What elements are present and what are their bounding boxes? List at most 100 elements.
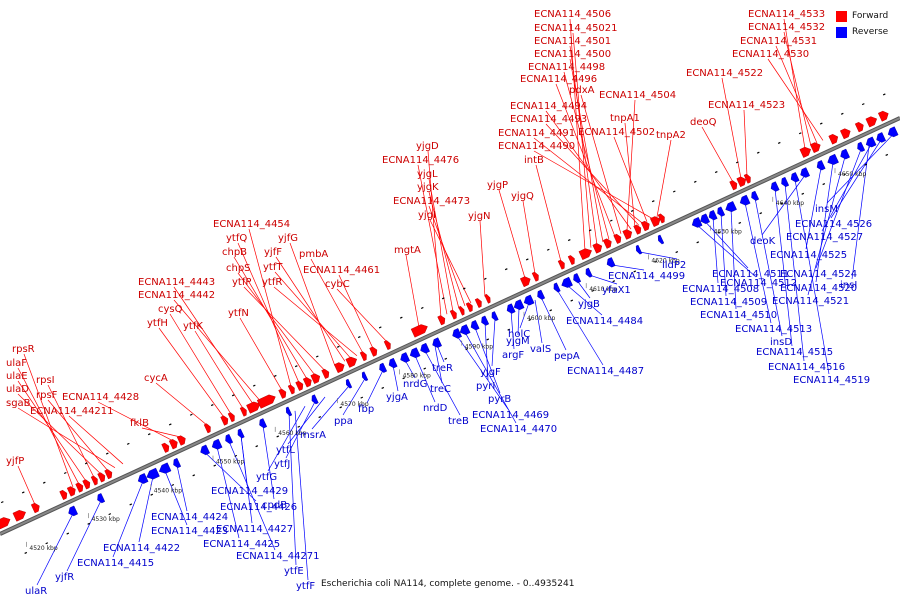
forward-gene-arrow xyxy=(203,423,211,434)
callout-line xyxy=(240,435,248,486)
forward-gene-arrow xyxy=(657,213,665,224)
gene-label-yjgk: yjgK xyxy=(417,182,439,193)
gene-arrow-shape xyxy=(449,309,457,320)
callout-line xyxy=(807,156,846,296)
reverse-gene-arrow xyxy=(137,473,149,484)
gene-arrow-shape xyxy=(606,257,616,268)
reverse-gene-arrow xyxy=(452,328,462,339)
reverse-gene-arrow xyxy=(717,206,726,217)
reverse-gene-arrow xyxy=(700,213,710,224)
gene-arrow-shape xyxy=(410,324,428,338)
callout-line xyxy=(36,513,74,586)
callout-line xyxy=(294,410,309,581)
gene-arrow-shape xyxy=(567,255,575,265)
reverse-gene-arrow xyxy=(285,406,293,417)
callout-line xyxy=(522,200,536,274)
strand-dash-mark xyxy=(549,309,553,312)
legend-reverse: Reverse xyxy=(836,24,900,40)
gene-label-ecna114-4530: ECNA114_4530 xyxy=(732,49,809,60)
callout-line xyxy=(613,136,648,222)
gene-arrow-shape xyxy=(400,352,410,363)
callout-line xyxy=(851,145,870,280)
gene-label-ytfj: ytfJ xyxy=(274,459,290,470)
strand-dash-mark xyxy=(84,462,88,465)
gene-arrow-shape xyxy=(68,505,78,517)
gene-arrow-shape xyxy=(736,176,747,188)
reverse-gene-arrow xyxy=(800,167,810,178)
callout-line xyxy=(47,399,109,472)
gene-arrow-shape xyxy=(770,181,780,192)
gene-label-mgta: mgtA xyxy=(394,245,421,256)
strand-dash-mark xyxy=(273,374,277,377)
strand-dash-mark xyxy=(822,183,826,186)
callout-line xyxy=(767,58,824,141)
gene-arrow-shape xyxy=(725,201,737,213)
kbp-tick-label: 4640 kbp xyxy=(776,200,804,207)
callout-line xyxy=(310,258,364,354)
gene-label-ecna114-4427: ECNA114_4427 xyxy=(216,524,293,535)
strand-dash-mark xyxy=(129,503,133,506)
callout-line xyxy=(47,384,95,478)
gene-arrow-shape xyxy=(561,276,573,288)
gene-arrow-shape xyxy=(481,315,490,326)
forward-gene-arrow xyxy=(97,472,106,483)
forward-gene-arrow xyxy=(246,401,261,414)
gene-arrow-shape xyxy=(506,303,516,314)
kbp-tick-label: 4630 kbp xyxy=(714,229,742,236)
gene-arrow-shape xyxy=(592,243,603,254)
strand-dash-mark xyxy=(486,338,490,341)
callout-line xyxy=(311,385,350,430)
callout-line xyxy=(194,330,244,409)
callout-line xyxy=(569,18,586,251)
gene-label-pmba: pmbA xyxy=(299,249,328,260)
reverse-gene-arrow xyxy=(68,505,78,517)
reverse-gene-arrow xyxy=(225,433,234,444)
gene-arrow-shape xyxy=(310,373,321,384)
legend: Forward Reverse xyxy=(836,8,900,40)
gene-arrow-shape xyxy=(452,328,462,339)
strand-dash-mark xyxy=(315,355,319,358)
gene-label-ecna114-4470: ECNA114_4470 xyxy=(480,424,557,435)
gene-arrow-shape xyxy=(743,173,751,184)
reverse-gene-arrow xyxy=(345,378,353,389)
strand-dash-mark xyxy=(150,493,154,496)
gene-label-ecna114-4525: ECNA114_4525 xyxy=(770,250,847,261)
reverse-gene-arrow xyxy=(158,462,172,474)
strand-dash-mark xyxy=(255,445,259,448)
gene-label-yjgq: yjgQ xyxy=(511,191,534,202)
forward-gene-arrow xyxy=(410,324,428,338)
callout-line xyxy=(141,427,182,438)
strand-dash-mark xyxy=(696,241,700,244)
callout-line xyxy=(427,150,442,317)
reverse-gene-arrow xyxy=(827,153,839,165)
gene-arrow-shape xyxy=(97,472,106,483)
gene-arrow-shape xyxy=(622,229,633,240)
gene-label-ecna114-4491: ECNA114_4491 xyxy=(498,128,575,139)
reverse-gene-arrow xyxy=(361,371,369,382)
callout-line xyxy=(794,179,830,375)
gene-arrow-shape xyxy=(137,473,149,484)
gene-arrow-shape xyxy=(321,368,330,379)
gene-label-tnpa1: tnpA1 xyxy=(610,113,640,124)
gene-label-ulaf: ulaF xyxy=(6,358,27,369)
callout-line xyxy=(273,286,358,357)
kbp-tick-label: 4610 kbp xyxy=(589,286,617,293)
gene-arrow-shape xyxy=(287,384,295,395)
reverse-swatch xyxy=(836,26,847,38)
gene-arrow-shape xyxy=(237,428,245,439)
gene-label-vals: valS xyxy=(530,344,551,355)
strand-dash-mark xyxy=(252,384,256,387)
strand-dash-mark xyxy=(105,452,109,455)
reverse-gene-arrow xyxy=(573,273,582,284)
gene-label-ecna114-4527: ECNA114_4527 xyxy=(786,232,863,243)
strand-dash-mark xyxy=(693,180,697,183)
strand-dash-mark xyxy=(402,377,406,380)
callout-line xyxy=(484,323,489,381)
strand-dash-mark xyxy=(840,112,844,115)
gene-label-msra: msrA xyxy=(300,430,326,441)
gene-label-ecna114-4428: ECNA114_4428 xyxy=(62,392,139,403)
callout-line xyxy=(696,224,757,278)
gene-arrow-shape xyxy=(531,271,539,282)
strand-dash-mark xyxy=(339,406,343,409)
gene-arrow-shape xyxy=(708,210,718,221)
